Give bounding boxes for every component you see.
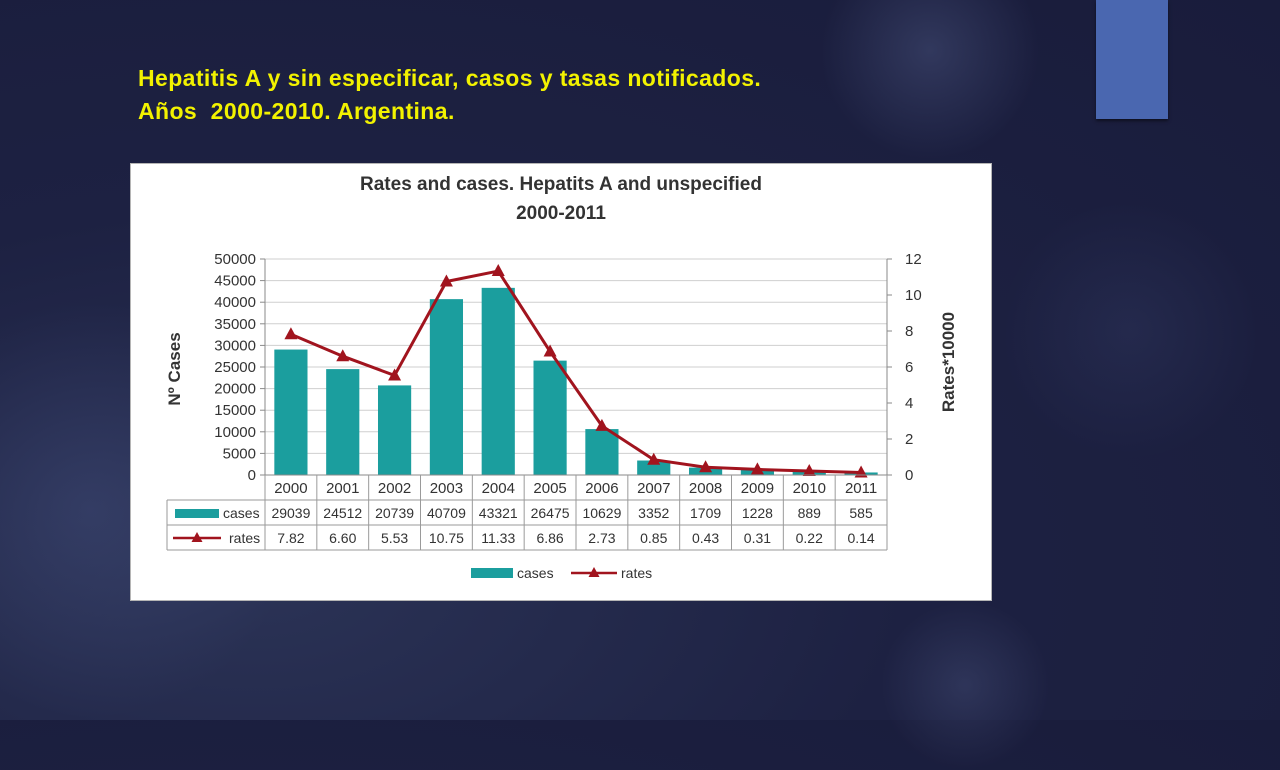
marker-rates-2008 [699, 460, 713, 473]
y-tick-label: 25000 [214, 359, 256, 376]
y-tick-label: 15000 [214, 402, 256, 419]
marker-rates-2003 [439, 274, 453, 287]
marker-rates-2009 [750, 462, 764, 475]
marker-rates-2011 [854, 465, 868, 478]
table-cell-cases: 585 [849, 505, 873, 521]
slide-title-line2: Años 2000-2010. Argentina. [138, 98, 455, 124]
y-tick-label: 20000 [214, 381, 256, 398]
chart-container: Rates and cases. Hepatits A and unspecif… [130, 163, 992, 601]
bar-cases-2000 [274, 349, 308, 475]
table-cell-rates: 6.60 [329, 530, 356, 546]
table-cell-cases: 29039 [271, 505, 310, 521]
legend-key-rates-marker [588, 567, 600, 577]
table-row-label-rates: rates [229, 530, 260, 546]
table-key-rates-marker [191, 532, 203, 542]
table-cell-cases: 20739 [375, 505, 414, 521]
y2-tick-label: 4 [905, 395, 913, 412]
table-cell-rates: 10.75 [429, 530, 464, 546]
y-tick-label: 45000 [214, 273, 256, 290]
y-tick-label: 10000 [214, 424, 256, 441]
x-tick-label: 2008 [689, 480, 722, 497]
y2-tick-label: 12 [905, 251, 922, 268]
y2-tick-label: 10 [905, 287, 922, 304]
table-key-cases [175, 509, 219, 518]
table-cell-rates: 0.43 [692, 530, 719, 546]
table-cell-rates: 0.22 [796, 530, 823, 546]
table-cell-cases: 43321 [479, 505, 518, 521]
slide-title-line1: Hepatitis A y sin especificar, casos y t… [138, 65, 762, 91]
y-axis-title: Nº Cases [165, 332, 184, 405]
table-cell-rates: 6.86 [536, 530, 563, 546]
table-cell-rates: 0.14 [847, 530, 874, 546]
table-cell-rates: 5.53 [381, 530, 408, 546]
chart-title-line1: Rates and cases. Hepatits A and unspecif… [360, 174, 762, 195]
slide-title: Hepatitis A y sin especificar, casos y t… [138, 62, 1038, 128]
y-tick-label: 5000 [223, 445, 256, 462]
bar-cases-2001 [326, 369, 360, 475]
table-cell-cases: 3352 [638, 505, 669, 521]
marker-rates-2004 [491, 264, 505, 277]
table-cell-cases: 1709 [690, 505, 721, 521]
x-tick-label: 2003 [430, 480, 463, 497]
table-cell-rates: 0.31 [744, 530, 771, 546]
table-cell-rates: 11.33 [481, 530, 515, 546]
line-rates [290, 269, 862, 474]
x-tick-label: 2009 [741, 480, 774, 497]
chart-svg: Rates and cases. Hepatits A and unspecif… [165, 174, 958, 581]
legend-label-rates: rates [621, 565, 652, 581]
bar-cases-2003 [429, 299, 464, 475]
table-cell-cases: 24512 [323, 505, 362, 521]
x-tick-label: 2011 [845, 480, 877, 497]
marker-rates-2005 [543, 344, 557, 357]
x-tick-label: 2001 [326, 480, 359, 497]
x-tick-label: 2000 [274, 480, 307, 497]
bar-cases-2005 [533, 360, 567, 475]
x-tick-label: 2006 [585, 480, 618, 497]
y2-tick-label: 6 [905, 359, 913, 376]
bar-cases-2007 [637, 460, 671, 475]
y2-tick-label: 2 [905, 431, 913, 448]
y2-tick-label: 8 [905, 323, 913, 340]
x-tick-label: 2004 [482, 480, 515, 497]
table-cell-cases: 1228 [742, 505, 773, 521]
y-tick-label: 30000 [214, 337, 256, 354]
bar-cases-2004 [481, 287, 515, 475]
bar-cases-2002 [377, 385, 412, 475]
y-tick-label: 40000 [214, 294, 256, 311]
table-cell-rates: 0.85 [640, 530, 667, 546]
table-cell-rates: 7.82 [277, 530, 304, 546]
bar-cases-2006 [585, 429, 619, 475]
legend-key-cases [471, 568, 513, 578]
y-tick-label: 0 [248, 467, 256, 484]
marker-rates-2001 [336, 349, 350, 362]
chart-title-line2: 2000-2011 [516, 203, 606, 224]
table-cell-cases: 26475 [531, 505, 570, 521]
x-tick-label: 2002 [378, 480, 411, 497]
legend-label-cases: cases [517, 565, 554, 581]
table-cell-rates: 2.73 [588, 530, 615, 546]
table-cell-cases: 10629 [582, 505, 621, 521]
marker-rates-2000 [284, 327, 298, 340]
accent-rectangle [1096, 0, 1168, 119]
table-row-label-cases: cases [223, 505, 260, 521]
x-tick-label: 2005 [533, 480, 566, 497]
marker-rates-2002 [388, 368, 402, 381]
x-tick-label: 2007 [637, 480, 670, 497]
table-cell-cases: 40709 [427, 505, 466, 521]
x-tick-label: 2010 [793, 480, 826, 497]
y2-tick-label: 0 [905, 467, 913, 484]
table-cell-cases: 889 [798, 505, 822, 521]
y-tick-label: 35000 [214, 316, 256, 333]
marker-rates-2006 [595, 418, 609, 431]
y2-axis-title: Rates*10000 [939, 312, 958, 412]
y-tick-label: 50000 [214, 251, 256, 268]
marker-rates-2010 [802, 464, 816, 477]
marker-rates-2007 [647, 452, 661, 465]
